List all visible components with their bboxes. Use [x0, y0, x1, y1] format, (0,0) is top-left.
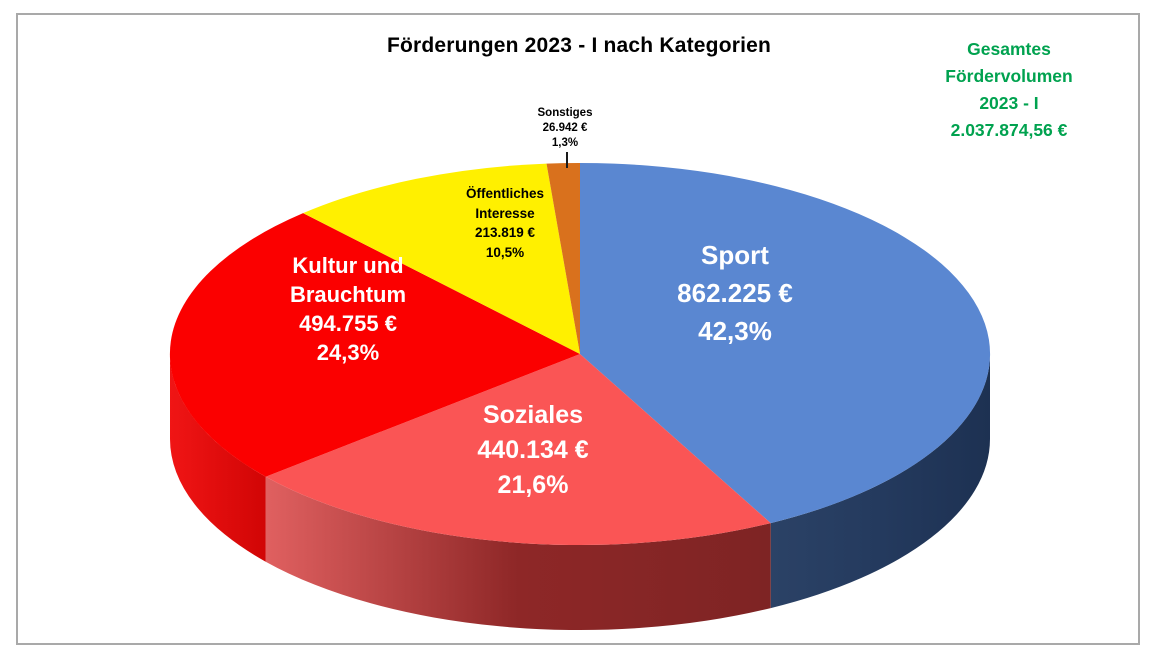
- slice-label-sport: Sport 862.225 € 42,3%: [635, 236, 835, 350]
- total-volume-value: 2.037.874,56 €: [950, 120, 1068, 140]
- pie-side-sport: [770, 354, 990, 609]
- pie-slice-oeffentliches-interesse: [303, 163, 580, 354]
- slice-value: 26.942 €: [542, 122, 588, 134]
- slice-percent: 1,3%: [551, 137, 579, 149]
- chart-title: Förderungen 2023 - I nach Kategorien: [386, 34, 772, 57]
- slice-label-soziales: Soziales 440.134 € 21,6%: [433, 398, 633, 503]
- pie-slice-sport: [580, 163, 991, 524]
- slice-label-sonstiges: Sonstiges 26.942 € 1,3%: [517, 106, 613, 151]
- slice-percent: 10,5%: [485, 244, 525, 260]
- slice-value: 494.755 €: [299, 311, 397, 336]
- pie-slice-soziales: [265, 354, 771, 546]
- pie-slice-sonstiges: [546, 162, 580, 354]
- slice-name: Soziales: [482, 401, 584, 429]
- slice-name: Öffentliches Interesse: [465, 186, 544, 221]
- slice-value: 213.819 €: [474, 225, 536, 240]
- slice-name: Kultur und Brauchtum: [289, 253, 407, 307]
- total-volume-box: Gesamtes Fördervolumen 2023 - I 2.037.87…: [909, 36, 1109, 144]
- sonstiges-leader-line: [566, 152, 568, 168]
- slice-label-oeffentliches-interesse: Öffentliches Interesse 213.819 € 10,5%: [450, 184, 560, 262]
- pie-side-kultur-und-brauchtum: [169, 354, 266, 562]
- slice-name: Sport: [701, 240, 769, 270]
- total-volume-line: Gesamtes: [967, 39, 1051, 59]
- pie-slice-kultur-und-brauchtum: [169, 213, 580, 477]
- slice-value: 862.225 €: [677, 278, 793, 308]
- total-volume-line: Fördervolumen: [945, 66, 1073, 86]
- pie-side-soziales: [265, 476, 771, 631]
- slice-percent: 21,6%: [497, 471, 569, 499]
- slice-name: Sonstiges: [537, 107, 593, 119]
- slice-percent: 42,3%: [698, 316, 772, 346]
- slice-percent: 24,3%: [316, 340, 380, 365]
- slice-value: 440.134 €: [477, 436, 589, 464]
- total-volume-line: 2023 - I: [979, 93, 1039, 113]
- slice-label-kultur-und-brauchtum: Kultur und Brauchtum 494.755 € 24,3%: [266, 251, 430, 367]
